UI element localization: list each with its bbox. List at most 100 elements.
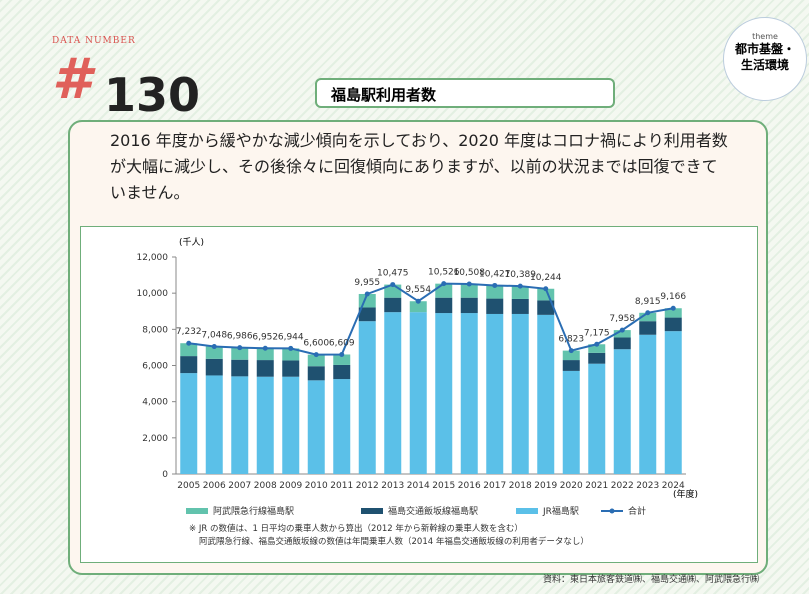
- bar-segment: [435, 297, 453, 314]
- data-label: 6,609: [329, 338, 355, 348]
- bar-segment: [562, 360, 580, 371]
- x-tick-label: 2023: [636, 481, 659, 491]
- y-unit: (千人): [179, 237, 204, 248]
- bar-segment: [256, 376, 274, 474]
- total-marker: [645, 310, 651, 316]
- source: 資料：東日本旅客鉄道㈱、福島交通㈱、阿武隈急行㈱: [542, 575, 759, 585]
- note: 阿武隈急行線、福島交通飯坂線の数値は年間乗車人数（2014 年福島交通飯坂線の利…: [199, 536, 589, 547]
- bar-segment: [333, 379, 351, 474]
- bar-segment: [358, 307, 376, 322]
- total-marker: [619, 327, 625, 333]
- bar-segment: [511, 298, 529, 314]
- total-line: [188, 282, 674, 356]
- bar-segment: [486, 313, 504, 474]
- x-tick-label: 2012: [356, 481, 379, 491]
- x-tick-label: 2020: [560, 481, 583, 491]
- x-tick-label: 2014: [407, 481, 430, 491]
- bar-segment: [562, 350, 580, 361]
- total-marker: [517, 283, 523, 289]
- legend-label: 福島交通飯坂線福島駅: [388, 505, 478, 517]
- bar-segment: [282, 376, 300, 474]
- x-tick-label: 2016: [458, 481, 481, 491]
- x-tick-label: 2021: [585, 481, 608, 491]
- bar-segment: [307, 380, 325, 474]
- theme-label: theme: [752, 32, 778, 41]
- bar-segment: [384, 297, 402, 313]
- total-marker: [390, 282, 396, 288]
- total-marker: [364, 291, 370, 297]
- legend-swatch: [516, 508, 538, 514]
- data-label: 10,526: [428, 268, 460, 278]
- title: 福島駅利用者数: [315, 78, 615, 108]
- x-tick-label: 2010: [305, 481, 328, 491]
- bar-segment: [460, 297, 478, 314]
- total-marker: [237, 345, 243, 351]
- data-label: 7,048: [201, 331, 227, 341]
- bar-segment: [588, 352, 606, 364]
- total-marker: [466, 281, 472, 287]
- x-tick-label: 2015: [432, 481, 455, 491]
- bar-segment: [333, 354, 351, 365]
- legend-swatch: [186, 508, 208, 514]
- bar-segment: [562, 370, 580, 474]
- total-marker: [670, 305, 676, 311]
- bar-segment: [664, 317, 682, 332]
- chart: (千人) (年度) 0 2,000 4,000 6,000 8,000 10,000 12,…: [80, 226, 758, 563]
- x-tick-label: 2017: [483, 481, 506, 491]
- bar-segment: [639, 334, 657, 474]
- legend-swatch: [361, 508, 383, 514]
- bar-segment: [639, 321, 657, 335]
- x-tick-label: 2011: [330, 481, 353, 491]
- x-tick-label: 2018: [509, 481, 532, 491]
- note: ※ JR の数値は、1 日平均の乗車人数から算出（2012 年から新幹線の乗車人…: [189, 523, 523, 534]
- hash: #: [52, 47, 91, 112]
- bar-segment: [409, 312, 427, 474]
- y-tick-label: 2,000: [142, 434, 168, 444]
- total-marker: [186, 340, 192, 346]
- bar-segment: [537, 288, 555, 301]
- x-tick-label: 2024: [662, 481, 685, 491]
- data-label: 10,475: [377, 269, 409, 279]
- data-label: 6,600: [303, 339, 329, 349]
- bar-segment: [180, 373, 198, 474]
- total-marker: [492, 282, 498, 288]
- bar-segment: [664, 331, 682, 474]
- total-marker: [339, 351, 345, 357]
- total-marker: [568, 348, 574, 354]
- bar-segment: [460, 313, 478, 474]
- bar-segment: [511, 286, 529, 299]
- y-tick-label: 8,000: [142, 325, 168, 335]
- bar-segment: [588, 344, 606, 353]
- data-label: 6,823: [558, 335, 584, 345]
- bar-segment: [460, 283, 478, 298]
- data-label: 7,232: [176, 327, 202, 337]
- bar-segment: [511, 313, 529, 474]
- bar-segment: [639, 312, 657, 322]
- bar-segment: [307, 354, 325, 367]
- bar-segment: [256, 348, 274, 361]
- theme-badge: theme 都市基盤・ 生活環境: [723, 17, 807, 101]
- legend-label: JR福島駅: [542, 505, 579, 517]
- data-label: 9,166: [660, 292, 686, 302]
- bar-segment: [613, 337, 631, 350]
- data-label: 10,427: [479, 269, 511, 279]
- data-label: 9,554: [405, 285, 431, 295]
- bar-segment: [613, 349, 631, 474]
- total-marker: [262, 345, 268, 351]
- data-label: 6,986: [227, 332, 253, 342]
- legend-label: 合計: [628, 505, 646, 517]
- bar-segment: [333, 364, 351, 380]
- bar-segment: [588, 363, 606, 474]
- total-marker: [441, 281, 447, 287]
- x-tick-label: 2007: [228, 481, 251, 491]
- total-marker: [594, 341, 600, 347]
- legend-marker: [609, 508, 615, 514]
- y-tick-label: 4,000: [142, 398, 168, 408]
- bar-segment: [180, 343, 198, 357]
- description: 2016 年度から緩やかな減少傾向を示しており、2020 年度はコロナ禍により利…: [110, 131, 728, 202]
- data-label: 6,952: [252, 332, 278, 342]
- bar-segment: [537, 300, 555, 315]
- bar-segment: [664, 308, 682, 318]
- y-tick-label: 6,000: [142, 362, 168, 372]
